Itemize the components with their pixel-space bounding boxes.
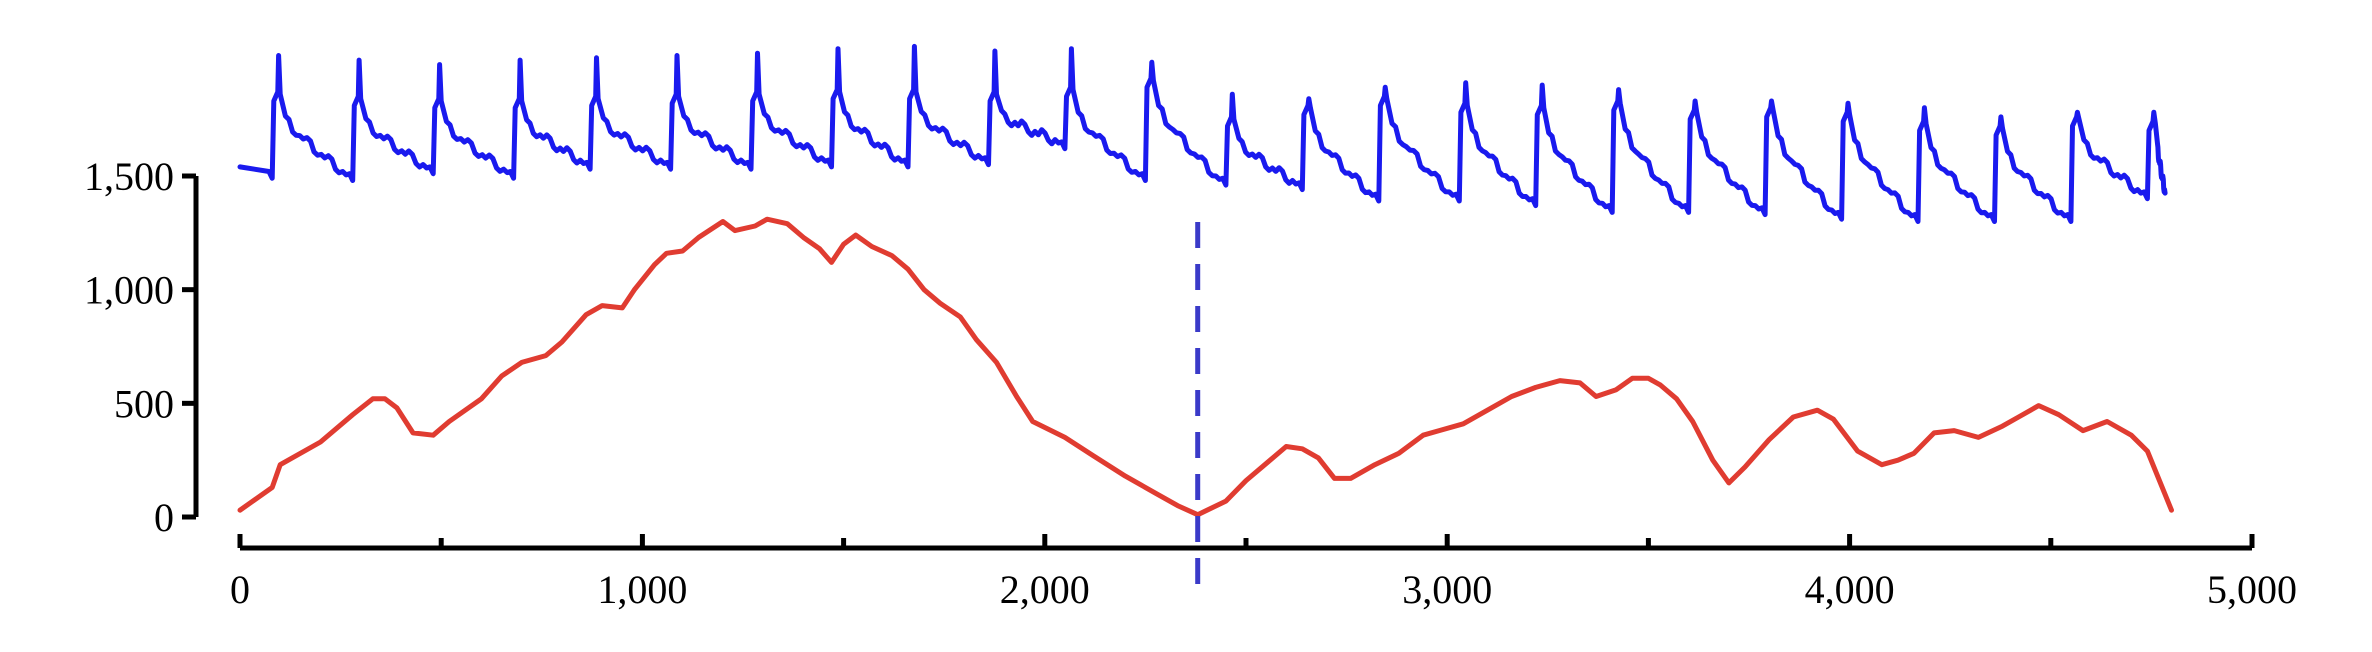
series-line-lower bbox=[237, 216, 2174, 518]
series-line-upper bbox=[237, 43, 2168, 224]
y-tick-label: 0 bbox=[154, 495, 174, 540]
x-tick-label: 4,000 bbox=[1805, 567, 1895, 612]
series bbox=[237, 43, 2174, 518]
x-tick-label: 2,000 bbox=[1000, 567, 1090, 612]
x-tick-label: 3,000 bbox=[1402, 567, 1492, 612]
ticks: 0 500 1,000 1,500 0 1,000 2,000 3,000 4,000 5,000 bbox=[84, 154, 2297, 612]
x-tick-label: 1,000 bbox=[597, 567, 687, 612]
y-tick-label: 1,500 bbox=[84, 154, 174, 199]
x-tick-label: 5,000 bbox=[2207, 567, 2297, 612]
x-tick-label: 0 bbox=[230, 567, 250, 612]
y-tick-label: 500 bbox=[114, 381, 174, 426]
y-tick-label: 1,000 bbox=[84, 268, 174, 313]
axes bbox=[193, 176, 2252, 551]
